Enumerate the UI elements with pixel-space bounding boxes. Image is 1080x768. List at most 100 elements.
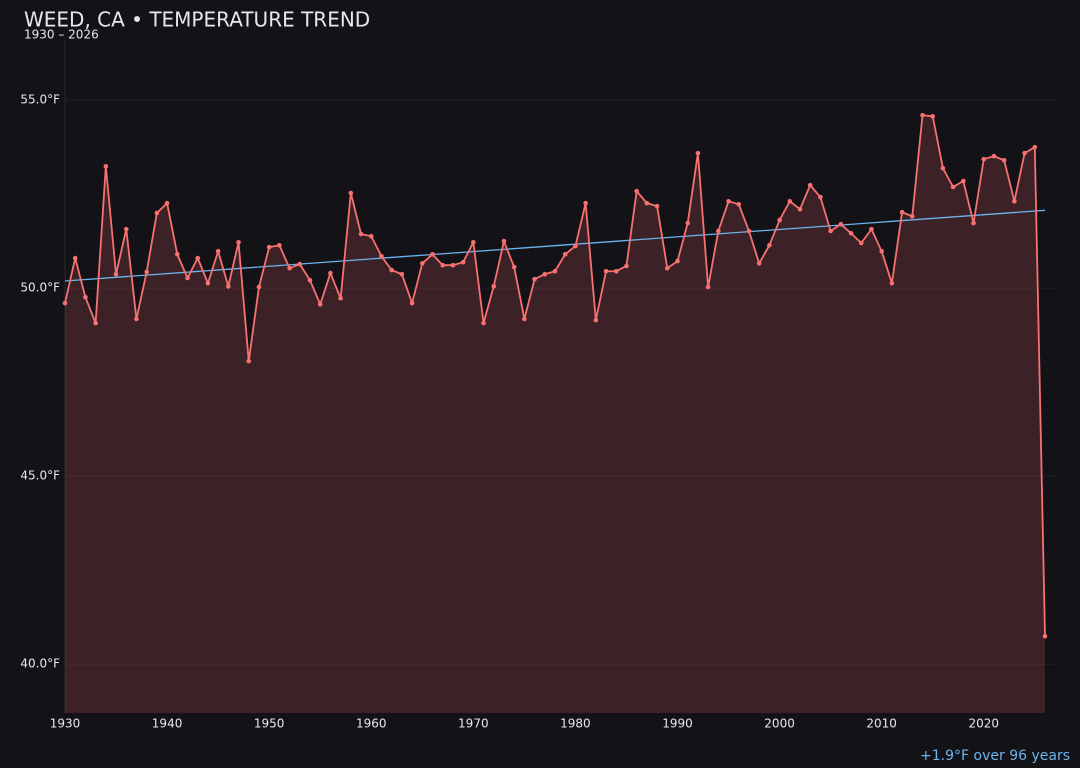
point [909, 214, 915, 219]
point [981, 156, 987, 162]
point [716, 228, 721, 234]
x-tick-label: 2000 [764, 717, 795, 731]
point [644, 200, 650, 206]
point [562, 252, 568, 257]
point [72, 255, 78, 261]
point [542, 271, 548, 277]
point [317, 302, 323, 307]
point [399, 271, 405, 277]
point [83, 294, 88, 300]
point [246, 358, 252, 364]
point [522, 316, 527, 322]
x-tick-label: 1980 [560, 717, 591, 731]
point [287, 265, 292, 271]
point [940, 165, 946, 171]
point [593, 317, 599, 323]
y-tick-label: 50.0°F [20, 281, 60, 295]
point [818, 194, 823, 200]
x-tick-label: 2010 [866, 717, 897, 731]
point [736, 202, 742, 207]
point [297, 261, 303, 267]
point [675, 258, 680, 264]
point [103, 164, 109, 169]
point [164, 200, 170, 206]
point [695, 150, 701, 156]
point [1042, 634, 1048, 639]
x-tick-label: 1950 [254, 717, 285, 731]
chart-subtitle: 1930 – 2026 [24, 28, 99, 42]
point [848, 230, 854, 236]
point [205, 280, 211, 286]
x-tick-label: 1960 [356, 717, 387, 731]
point [858, 240, 864, 246]
point [961, 178, 966, 184]
annotation: +1.9°F over 96 years [920, 748, 1070, 764]
point [613, 268, 619, 274]
point [624, 263, 629, 269]
point [971, 220, 976, 226]
point [869, 226, 874, 232]
point [1022, 150, 1027, 156]
point [338, 295, 343, 301]
point [828, 228, 833, 234]
point [358, 231, 364, 237]
point [154, 210, 160, 216]
point [277, 242, 282, 248]
point [879, 248, 884, 254]
point [481, 320, 486, 326]
x-tick-label: 2020 [968, 717, 999, 731]
point [767, 242, 772, 248]
point [552, 268, 558, 274]
point [123, 226, 129, 232]
point [307, 277, 313, 283]
point [603, 268, 609, 274]
point [920, 112, 925, 118]
point [215, 248, 221, 254]
point [573, 243, 578, 249]
point [511, 264, 517, 270]
point [134, 316, 139, 322]
point [654, 203, 660, 209]
point [113, 271, 119, 277]
point [256, 284, 262, 290]
point [1032, 144, 1038, 150]
point [899, 209, 905, 215]
point [93, 320, 98, 326]
point [991, 153, 997, 159]
point [440, 262, 446, 268]
area [65, 115, 1045, 713]
point [379, 253, 384, 259]
point [328, 270, 333, 276]
point [705, 284, 711, 290]
point [430, 252, 435, 257]
point [889, 280, 895, 286]
point [583, 200, 588, 206]
point [471, 239, 476, 245]
point [950, 184, 956, 190]
chart-title: WEED, CA • TEMPERATURE TREND [24, 8, 370, 32]
point [450, 262, 456, 268]
trend-line [64, 209, 1046, 282]
point [838, 221, 844, 227]
point [62, 300, 68, 306]
y-tick-label: 55.0°F [20, 93, 60, 107]
y-tick-label: 45.0°F [20, 469, 60, 483]
point [348, 190, 354, 196]
point [634, 188, 639, 194]
point [368, 233, 374, 239]
point [409, 300, 415, 306]
point [807, 182, 813, 188]
point [685, 220, 691, 226]
x-tick-label: 1970 [458, 717, 489, 731]
point [797, 206, 803, 212]
point [226, 283, 231, 289]
point [236, 239, 241, 245]
point [532, 276, 537, 282]
point [266, 244, 272, 250]
point [777, 217, 782, 223]
point [746, 228, 752, 234]
x-tick-label: 1990 [662, 717, 693, 731]
point [664, 265, 670, 271]
